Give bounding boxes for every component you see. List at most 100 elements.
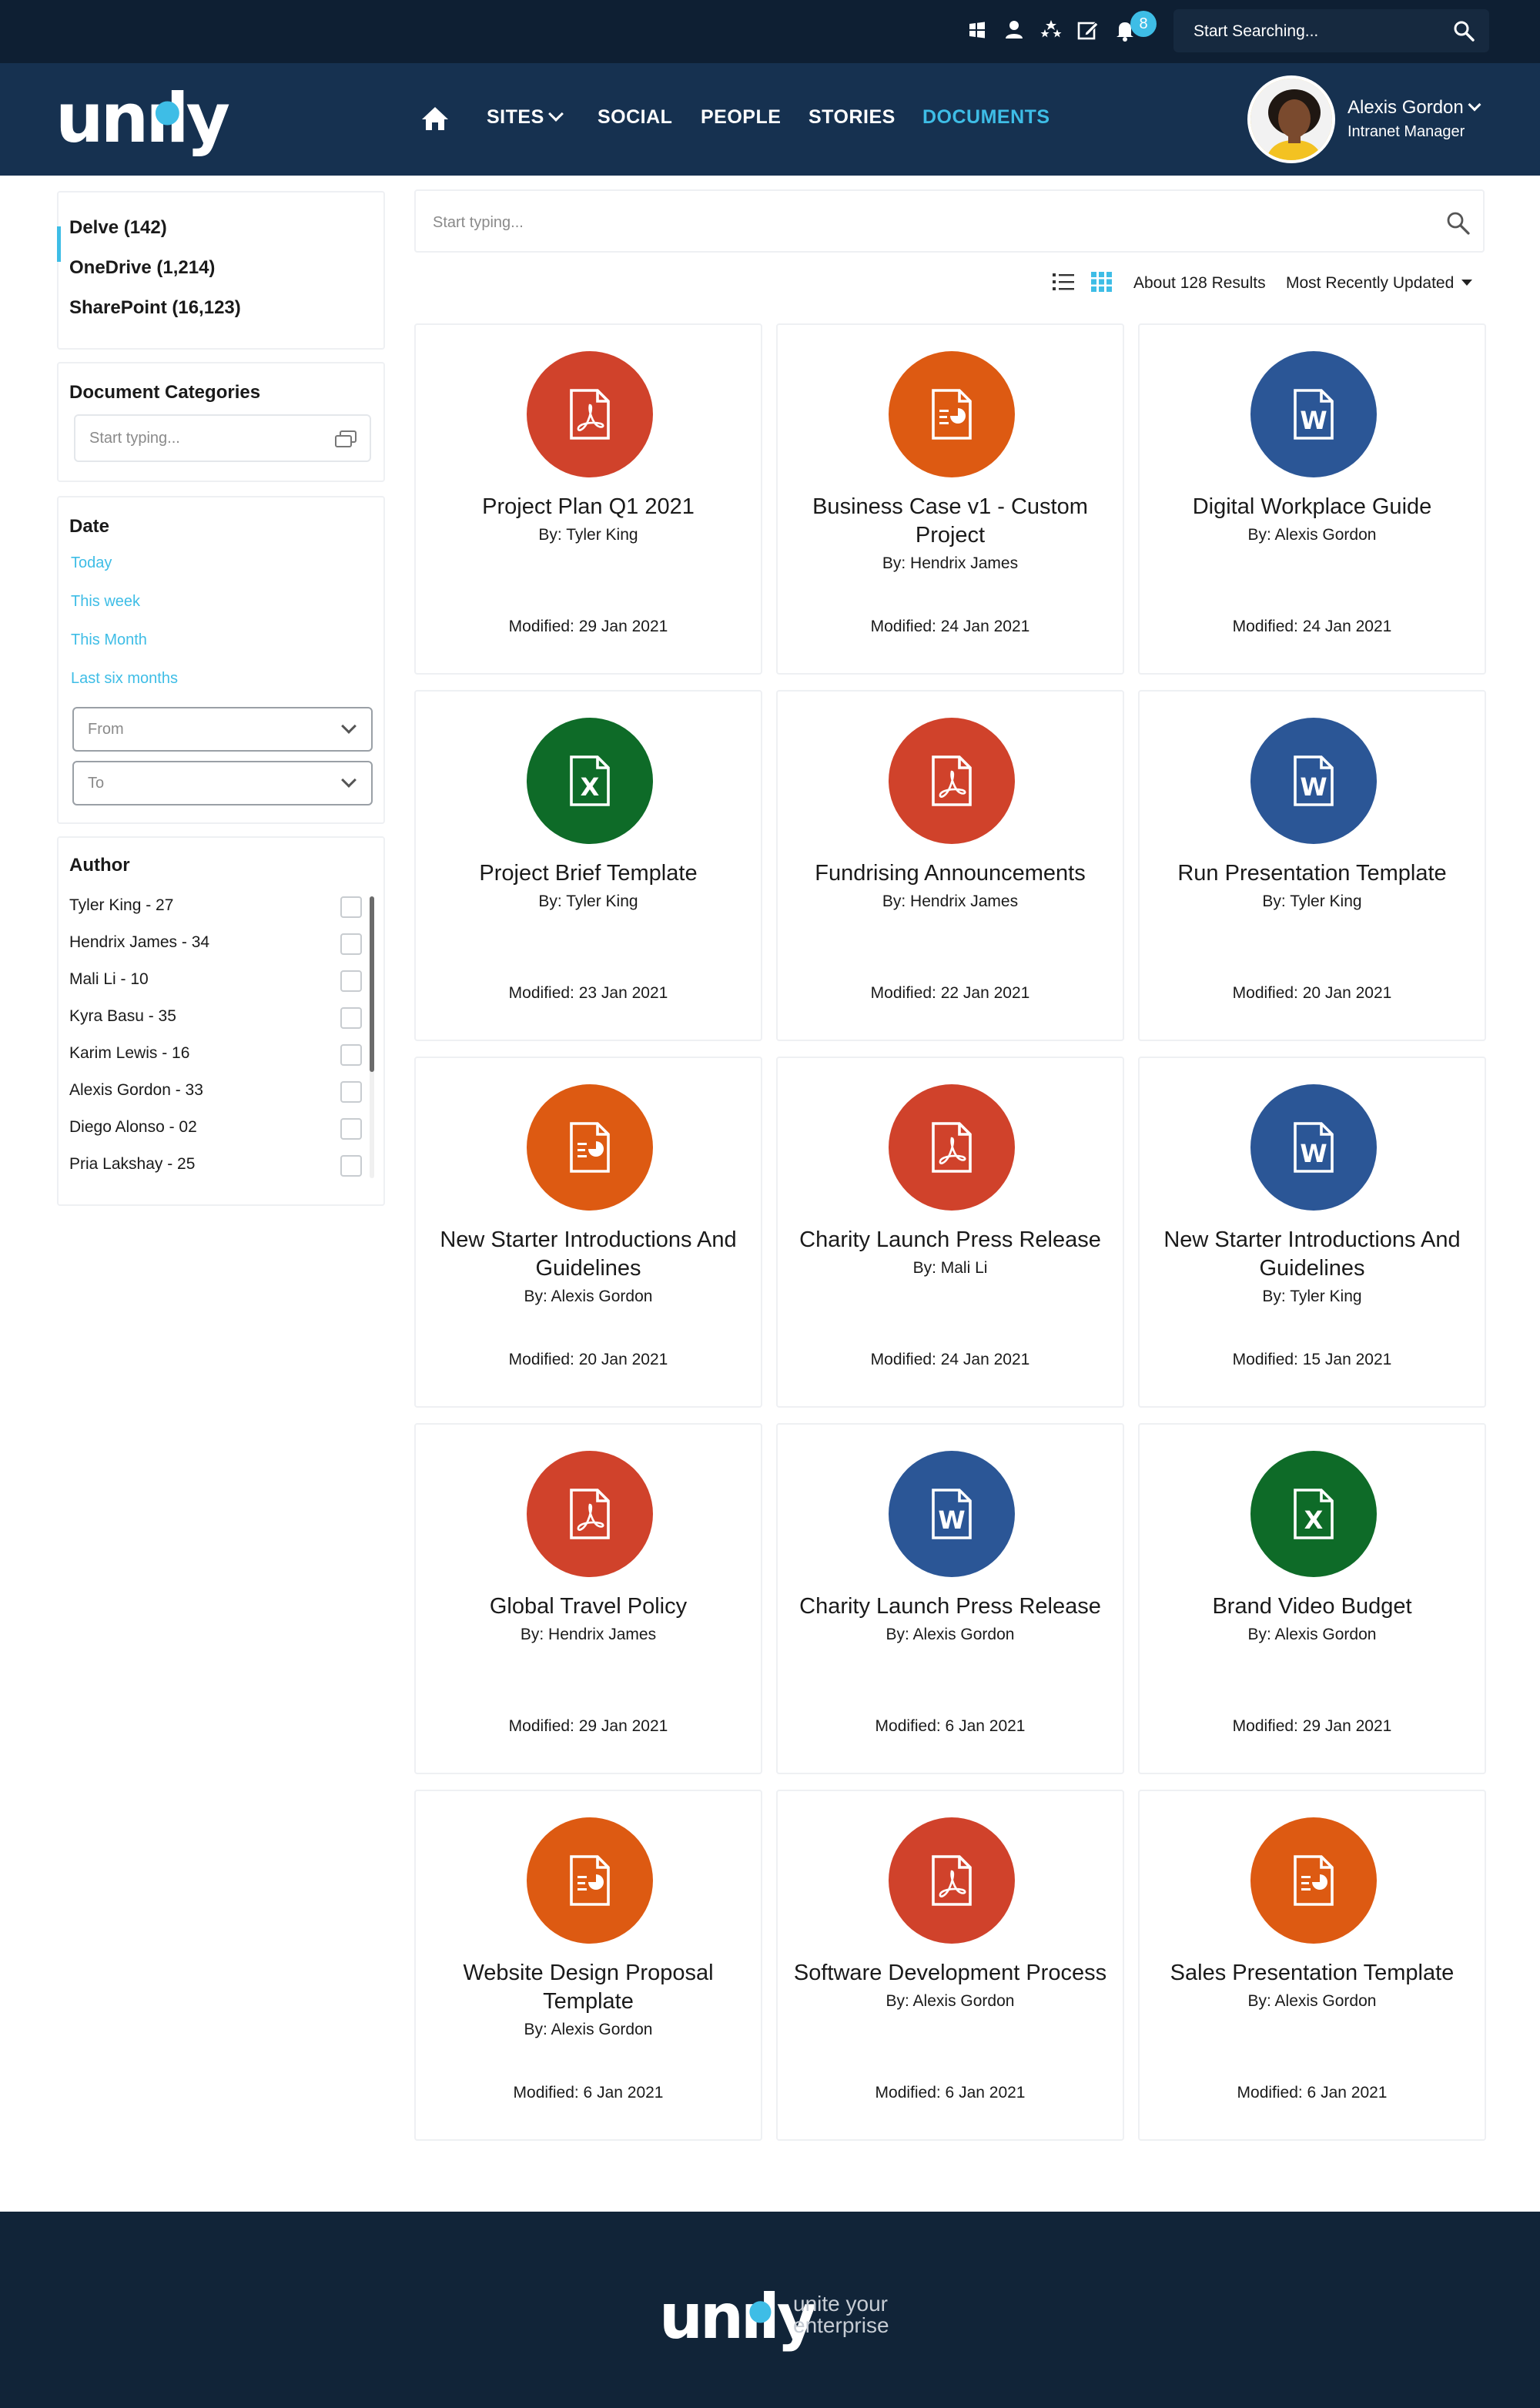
footer-logo[interactable]: unı • ly: [659, 2278, 817, 2353]
source-sharepoint[interactable]: SharePoint (16,123): [69, 297, 241, 318]
checkbox[interactable]: [340, 1155, 362, 1177]
categories-title: Document Categories: [69, 382, 261, 403]
checkbox[interactable]: [340, 970, 362, 992]
document-title[interactable]: Business Case v1 - Custom Project: [812, 494, 1088, 548]
document-title[interactable]: Project Plan Q1 2021: [482, 494, 695, 519]
date-last-six-months[interactable]: Last six months: [71, 670, 178, 687]
author-option[interactable]: Mali Li - 10: [69, 970, 362, 993]
nav-people[interactable]: PEOPLE: [701, 106, 782, 128]
document-title[interactable]: Sales Presentation Template: [1170, 1961, 1455, 1985]
search-icon[interactable]: [1445, 209, 1471, 236]
checkbox[interactable]: [340, 1044, 362, 1066]
stars-icon[interactable]: [1038, 17, 1064, 43]
document-card[interactable]: New Starter Introductions And Guidelines…: [414, 1057, 762, 1408]
document-card[interactable]: Software Development Process By: Alexis G…: [776, 1790, 1124, 2141]
document-card[interactable]: W Run Presentation Template By: Tyler King…: [1138, 690, 1486, 1041]
document-search[interactable]: Start typing...: [414, 189, 1485, 253]
nav-sites[interactable]: SITES: [487, 106, 564, 129]
document-title[interactable]: New Starter Introductions And Guidelines: [1163, 1227, 1461, 1281]
author-option[interactable]: Kyra Basu - 35: [69, 1007, 362, 1030]
global-search[interactable]: Start Searching...: [1173, 9, 1489, 52]
document-title[interactable]: Fundrising Announcements: [815, 861, 1086, 886]
document-card[interactable]: Project Plan Q1 2021 By: Tyler King Modifi…: [414, 323, 762, 675]
source-delve[interactable]: Delve (142): [69, 217, 167, 238]
document-title[interactable]: Website Design Proposal Template: [463, 1961, 714, 2014]
document-title[interactable]: Project Brief Template: [479, 861, 698, 886]
author-option[interactable]: Diego Alonso - 02: [69, 1118, 362, 1141]
checkbox[interactable]: [340, 1081, 362, 1103]
main-header: unı • ly SITES SOCIAL PEOPLE STORIES DOCUM…: [0, 63, 1540, 176]
document-title[interactable]: Charity Launch Press Release: [799, 1227, 1101, 1252]
document-author: By: Alexis Gordon: [524, 1288, 653, 1305]
document-card[interactable]: Global Travel Policy By: Hendrix James Mod…: [414, 1423, 762, 1774]
document-card[interactable]: Charity Launch Press Release By: Mali Li M…: [776, 1057, 1124, 1408]
date-from-select[interactable]: From: [72, 707, 373, 752]
checkbox[interactable]: [340, 1118, 362, 1140]
caret-down-icon: [1461, 280, 1473, 286]
person-icon[interactable]: [1001, 17, 1027, 43]
document-title[interactable]: Brand Video Budget: [1212, 1594, 1412, 1619]
author-option[interactable]: Tyler King - 27: [69, 896, 362, 919]
document-author: By: Alexis Gordon: [886, 1992, 1015, 2010]
date-this-week[interactable]: This week: [71, 593, 141, 610]
footer: unı • ly unite your enterprise: [0, 2212, 1540, 2408]
avatar[interactable]: [1247, 75, 1335, 163]
document-author: By: Hendrix James: [882, 554, 1019, 572]
date-to-select[interactable]: To: [72, 761, 373, 805]
list-view-icon[interactable]: [1052, 271, 1075, 293]
document-card[interactable]: W New Starter Introductions And Guideline…: [1138, 1057, 1486, 1408]
scrollbar-thumb[interactable]: [370, 896, 374, 1072]
document-modified: Modified: 6 Jan 2021: [513, 2084, 664, 2102]
source-onedrive[interactable]: OneDrive (1,214): [69, 257, 216, 278]
utility-bar: 8 Start Searching...: [0, 0, 1540, 63]
document-author: By: Alexis Gordon: [1247, 526, 1377, 544]
document-title[interactable]: Global Travel Policy: [489, 1594, 688, 1619]
search-icon[interactable]: [1452, 19, 1475, 42]
bell-icon[interactable]: [1112, 17, 1138, 43]
document-card[interactable]: W Charity Launch Press Release By: Alexis …: [776, 1423, 1124, 1774]
document-title[interactable]: New Starter Introductions And Guidelines: [440, 1227, 737, 1281]
document-modified: Modified: 6 Jan 2021: [1237, 2084, 1388, 2102]
checkbox[interactable]: [340, 1007, 362, 1029]
document-modified: Modified: 29 Jan 2021: [508, 1717, 668, 1735]
nav-social[interactable]: SOCIAL: [598, 106, 673, 128]
document-card[interactable]: Business Case v1 - Custom Project By: Hen…: [776, 323, 1124, 675]
grid-view-icon[interactable]: [1090, 271, 1113, 293]
user-menu[interactable]: Alexis Gordon: [1348, 97, 1481, 119]
svg-text:X: X: [1304, 1505, 1324, 1535]
document-title[interactable]: Digital Workplace Guide: [1192, 494, 1432, 519]
document-title[interactable]: Charity Launch Press Release: [799, 1594, 1101, 1619]
document-card[interactable]: Sales Presentation Template By: Alexis Go…: [1138, 1790, 1486, 2141]
author-option[interactable]: Karim Lewis - 16: [69, 1044, 362, 1067]
document-card[interactable]: W Digital Workplace Guide By: Alexis Gordo…: [1138, 323, 1486, 675]
nav-stories[interactable]: STORIES: [808, 106, 896, 128]
checkbox[interactable]: [340, 896, 362, 918]
author-option[interactable]: Hendrix James - 34: [69, 933, 362, 956]
document-card[interactable]: X Project Brief Template By: Tyler King Mod…: [414, 690, 762, 1041]
windows-icon[interactable]: [964, 17, 990, 43]
document-card[interactable]: Website Design Proposal Template By: Alex…: [414, 1790, 762, 2141]
document-author: By: Mali Li: [912, 1259, 988, 1277]
active-indicator: [57, 226, 61, 262]
nav-documents[interactable]: DOCUMENTS: [922, 106, 1050, 128]
document-title[interactable]: Run Presentation Template: [1177, 861, 1447, 886]
document-card[interactable]: X Brand Video Budget By: Alexis Gordon Modi…: [1138, 1423, 1486, 1774]
sort-dropdown[interactable]: Most Recently Updated: [1286, 274, 1473, 293]
date-this-month[interactable]: This Month: [71, 631, 147, 648]
author-option[interactable]: Alexis Gordon - 33: [69, 1081, 362, 1104]
author-option[interactable]: Pria Lakshay - 25: [69, 1155, 362, 1178]
checkbox[interactable]: [340, 933, 362, 955]
date-today[interactable]: Today: [71, 554, 112, 571]
document-title[interactable]: Software Development Process: [793, 1961, 1107, 1985]
footer-tagline: unite your enterprise: [793, 2292, 889, 2337]
edit-icon[interactable]: [1075, 17, 1101, 43]
home-icon[interactable]: [420, 105, 450, 132]
multi-window-icon[interactable]: [334, 430, 357, 448]
notification-badge[interactable]: 8: [1130, 11, 1157, 37]
excel-file-icon: X: [527, 718, 653, 844]
document-card[interactable]: Fundrising Announcements By: Hendrix Jame…: [776, 690, 1124, 1041]
categories-input[interactable]: Start typing...: [74, 414, 371, 462]
document-author: By: Hendrix James: [520, 1626, 657, 1643]
chevron-down-icon: [1468, 98, 1481, 112]
unily-logo[interactable]: unı • ly: [55, 75, 230, 158]
